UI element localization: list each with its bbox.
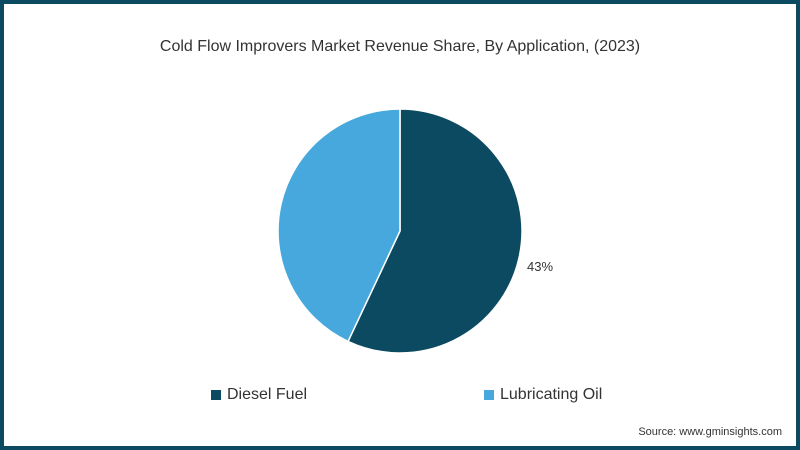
legend-swatch bbox=[211, 390, 221, 400]
pie-slice-diesel-fuel bbox=[347, 108, 523, 354]
source-note: Source: www.gminsights.com bbox=[638, 426, 782, 438]
legend-label: Lubricating Oil bbox=[500, 386, 603, 403]
pie-slice-lubricating-oil bbox=[277, 108, 401, 343]
legend-item-diesel-fuel: Diesel Fuel bbox=[211, 386, 307, 404]
chart-title: Cold Flow Improvers Market Revenue Share… bbox=[159, 38, 641, 55]
data-label: 43% bbox=[527, 259, 553, 274]
legend-item-lubricating-oil: Lubricating Oil bbox=[484, 386, 602, 404]
legend-swatch bbox=[484, 390, 494, 400]
legend-label: Diesel Fuel bbox=[227, 386, 308, 403]
